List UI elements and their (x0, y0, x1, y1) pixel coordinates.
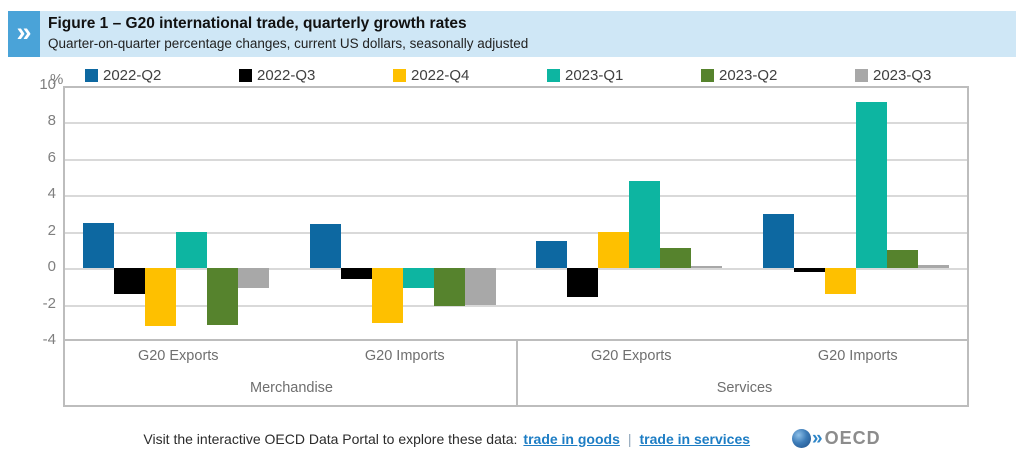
footer: Visit the interactive OECD Data Portal t… (0, 428, 1024, 449)
bar-2022-Q4-g20-imports-merchandise (371, 268, 403, 323)
legend-label: 2023-Q1 (565, 67, 624, 84)
bar-2022-Q2-g20-exports-services (536, 240, 568, 269)
bar-2023-Q2-g20-imports-merchandise (433, 268, 465, 307)
y-axis-tick-label: 8 (47, 112, 56, 130)
legend-item: 2022-Q3 (239, 67, 393, 84)
bar-2022-Q4-g20-imports-services (824, 268, 856, 294)
bar-2022-Q3-g20-imports-services (793, 268, 825, 272)
bar-2022-Q2-g20-imports-merchandise (309, 224, 341, 269)
bar-2023-Q1-g20-exports-services (629, 180, 661, 269)
y-axis-unit-label: % (50, 71, 64, 88)
bar-2023-Q3-g20-exports-services (691, 266, 723, 269)
legend-item: 2023-Q2 (701, 67, 855, 84)
globe-icon (792, 429, 812, 448)
x-axis-group-label: G20 Imports (364, 348, 445, 364)
x-axis-group-label: G20 Exports (137, 348, 219, 364)
bar-2022-Q3-g20-imports-merchandise (340, 268, 372, 280)
y-axis-tick-label: 0 (47, 258, 56, 276)
gridline (65, 195, 967, 198)
logo-chevron-icon: » (812, 428, 823, 449)
axis-section-divider (516, 339, 518, 405)
y-axis-tick-label: 10 (39, 76, 56, 93)
legend-label: 2022-Q2 (103, 67, 162, 84)
y-axis-tick-label: 2 (47, 221, 56, 239)
bar-2023-Q1-g20-imports-services (855, 102, 887, 269)
bar-2022-Q4-g20-exports-services (598, 231, 630, 269)
legend-swatch-icon (85, 69, 98, 82)
legend-swatch-icon (855, 69, 868, 82)
legend-swatch-icon (239, 69, 252, 82)
bar-2023-Q3-g20-imports-services (917, 264, 949, 269)
oecd-logo: » OECD (792, 428, 881, 449)
plot-area (63, 86, 969, 341)
x-axis-label-table: G20 Exports G20 Imports G20 Exports G20 Imp… (63, 339, 969, 407)
bar-2022-Q2-g20-imports-services (762, 213, 794, 269)
bar-2022-Q2-g20-exports-merchandise (83, 222, 115, 269)
legend-swatch-icon (393, 69, 406, 82)
footer-link-separator: | (627, 430, 632, 447)
x-axis-group-label: G20 Exports (590, 348, 672, 364)
legend-label: 2023-Q3 (873, 67, 932, 84)
double-chevron-icon: » (8, 11, 40, 57)
gridline (65, 122, 967, 125)
y-axis-tick-label: 4 (47, 185, 56, 203)
gridline (65, 231, 967, 234)
bar-2023-Q2-g20-exports-merchandise (207, 268, 239, 325)
y-axis-tick-label: -4 (42, 331, 56, 348)
legend-item: 2022-Q2 (85, 67, 239, 84)
bar-2023-Q1-g20-imports-merchandise (402, 268, 434, 289)
footer-link-trade-in-services[interactable]: trade in services (639, 430, 751, 447)
figure-title: Figure 1 – G20 international trade, quar… (48, 15, 467, 32)
legend-item: 2023-Q1 (547, 67, 701, 84)
y-axis-tick-label: -2 (42, 294, 56, 312)
footer-link-trade-in-goods[interactable]: trade in goods (523, 430, 620, 447)
chart-legend: 2022-Q2 2022-Q3 2022-Q4 2023-Q1 2023-Q2 2023-… (85, 67, 1009, 84)
bar-2023-Q2-g20-exports-services (660, 248, 692, 269)
x-axis-section-label: Merchandise (249, 380, 333, 396)
gridline (65, 158, 967, 161)
x-axis-group-label: G20 Imports (817, 348, 898, 364)
bar-2023-Q3-g20-exports-merchandise (238, 268, 270, 289)
figure-header-band: » Figure 1 – G20 international trade, qu… (8, 11, 1016, 57)
legend-swatch-icon (547, 69, 560, 82)
legend-label: 2023-Q2 (719, 67, 778, 84)
y-axis-tick-label: 6 (47, 148, 56, 166)
footer-text: Visit the interactive OECD Data Portal t… (143, 430, 518, 447)
bar-2022-Q4-g20-exports-merchandise (145, 268, 177, 327)
legend-label: 2022-Q3 (257, 67, 316, 84)
bar-2023-Q2-g20-imports-services (886, 249, 918, 269)
footer-links: trade in goods | trade in services (523, 431, 750, 447)
oecd-logo-text: OECD (824, 428, 881, 448)
legend-item: 2022-Q4 (393, 67, 547, 84)
legend-label: 2022-Q4 (411, 67, 470, 84)
legend-item: 2023-Q3 (855, 67, 1009, 84)
bar-2023-Q1-g20-exports-merchandise (176, 231, 208, 269)
gridline (65, 304, 967, 307)
bar-2022-Q3-g20-exports-services (567, 268, 599, 298)
gridline (65, 268, 967, 271)
figure-subtitle: Quarter-on-quarter percentage changes, c… (48, 36, 529, 51)
legend-swatch-icon (701, 69, 714, 82)
bar-2023-Q3-g20-imports-merchandise (464, 268, 496, 305)
bar-2022-Q3-g20-exports-merchandise (114, 268, 146, 294)
x-axis-section-label: Services (716, 380, 773, 396)
